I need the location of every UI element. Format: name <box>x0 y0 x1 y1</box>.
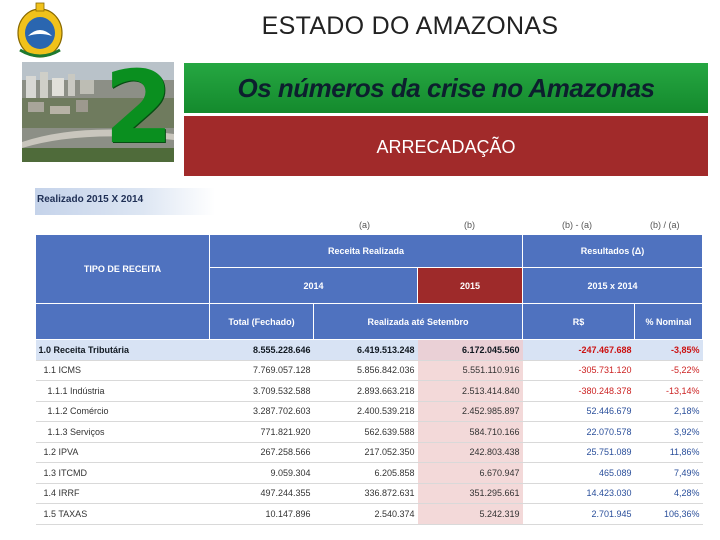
row-label: 1.1.2 Comércio <box>35 401 210 422</box>
cell-pct: 106,36% <box>634 503 703 525</box>
cell-total: 3.709.532.588 <box>209 380 314 402</box>
cell-rs: 465.089 <box>522 462 635 484</box>
cell-rs: -305.731.120 <box>522 360 635 381</box>
cell-2015: 5.242.319 <box>417 503 523 525</box>
cell-pct: 4,28% <box>634 483 703 504</box>
table-row: 1.2 IPVA 267.258.566 217.052.350 242.803… <box>35 442 703 463</box>
cell-2014: 562.639.588 <box>313 421 418 443</box>
headline-text: Os números da crise no Amazonas <box>237 72 655 103</box>
column-references: (a) (b) (b) - (a) (b) / (a) <box>0 220 720 234</box>
revenue-table: TIPO DE RECEITA Receita Realizada Result… <box>35 234 704 525</box>
cell-2014: 6.419.513.248 <box>313 339 418 361</box>
table-row: 1.3 ITCMD 9.059.304 6.205.858 6.670.947 … <box>35 462 703 484</box>
header-resultados: Resultados (Δ) <box>522 234 704 268</box>
col-ref-a: (a) <box>359 220 370 230</box>
cell-total: 10.147.896 <box>209 503 314 525</box>
row-label: 1.0 Receita Tributária <box>35 339 210 361</box>
table-row: 1.5 TAXAS 10.147.896 2.540.374 5.242.319… <box>35 503 703 525</box>
row-label: 1.4 IRRF <box>35 483 210 504</box>
col-ref-ratio: (b) / (a) <box>650 220 680 230</box>
header-pct-nominal: % Nominal <box>634 303 704 340</box>
header-comparison: 2015 x 2014 <box>522 267 704 304</box>
cell-2015: 584.710.166 <box>417 421 523 443</box>
slide-number: 2 <box>104 49 174 166</box>
table-row: 1.0 Receita Tributária 8.555.228.646 6.4… <box>35 339 703 361</box>
col-ref-diff: (b) - (a) <box>562 220 592 230</box>
cell-2015: 6.670.947 <box>417 462 523 484</box>
cell-total: 7.769.057.128 <box>209 360 314 381</box>
city-aerial-photo <box>22 62 174 162</box>
cell-2014: 336.872.631 <box>313 483 418 504</box>
cell-total: 8.555.228.646 <box>209 339 314 361</box>
header-rs: R$ <box>522 303 636 340</box>
cell-2015: 242.803.438 <box>417 442 523 463</box>
row-label: 1.5 TAXAS <box>35 503 210 525</box>
col-ref-b: (b) <box>464 220 475 230</box>
cell-rs: -380.248.378 <box>522 380 635 402</box>
cell-pct: -3,85% <box>634 339 703 361</box>
table-row: 1.1 ICMS 7.769.057.128 5.856.842.036 5.5… <box>35 360 703 381</box>
cell-2015: 351.295.661 <box>417 483 523 504</box>
table-subtitle: Realizado 2015 X 2014 <box>35 188 215 215</box>
header-realizada-setembro: Realizada até Setembro <box>312 303 524 340</box>
section-banner: ARRECADAÇÃO <box>184 116 708 176</box>
row-label: 1.1 ICMS <box>35 360 210 381</box>
cell-total: 497.244.355 <box>209 483 314 504</box>
header-year-2014: 2014 <box>209 267 418 304</box>
cell-pct: -5,22% <box>634 360 703 381</box>
header-year-2015: 2015 <box>416 267 524 304</box>
cell-rs: 14.423.030 <box>522 483 635 504</box>
header-receita-realizada: Receita Realizada <box>208 234 524 268</box>
cell-pct: 7,49% <box>634 462 703 484</box>
table-row: 1.4 IRRF 497.244.355 336.872.631 351.295… <box>35 483 703 504</box>
headline-banner: Os números da crise no Amazonas <box>184 63 708 113</box>
table-row: 1.1.2 Comércio 3.287.702.603 2.400.539.2… <box>35 401 703 422</box>
cell-2014: 2.540.374 <box>313 503 418 525</box>
cell-pct: 11,86% <box>634 442 703 463</box>
section-title: ARRECADAÇÃO <box>376 136 516 157</box>
cell-2015: 2.452.985.897 <box>417 401 523 422</box>
cell-total: 9.059.304 <box>209 462 314 484</box>
cell-2014: 217.052.350 <box>313 442 418 463</box>
header-tipo-receita: TIPO DE RECEITA <box>35 234 210 304</box>
page-title: ESTADO DO AMAZONAS <box>261 12 559 40</box>
cell-2014: 5.856.842.036 <box>313 360 418 381</box>
cell-pct: 2,18% <box>634 401 703 422</box>
row-label: 1.3 ITCMD <box>35 462 210 484</box>
cell-rs: 22.070.578 <box>522 421 635 443</box>
cell-rs: 25.751.089 <box>522 442 635 463</box>
header-blank <box>35 303 210 340</box>
cell-total: 3.287.702.603 <box>209 401 314 422</box>
cell-total: 771.821.920 <box>209 421 314 443</box>
table-row: 1.1.1 Indústria 3.709.532.588 2.893.663.… <box>35 380 703 402</box>
table-row: 1.1.3 Serviços 771.821.920 562.639.588 5… <box>35 421 703 443</box>
cell-pct: -13,14% <box>634 380 703 402</box>
cell-rs: -247.467.688 <box>522 339 635 361</box>
cell-2014: 2.893.663.218 <box>313 380 418 402</box>
cell-total: 267.258.566 <box>209 442 314 463</box>
cell-2015: 2.513.414.840 <box>417 380 523 402</box>
row-label: 1.1.3 Serviços <box>35 421 210 443</box>
cell-rs: 52.446.679 <box>522 401 635 422</box>
row-label: 1.2 IPVA <box>35 442 210 463</box>
header-total-fechado: Total (Fechado) <box>209 303 314 340</box>
cell-2014: 2.400.539.218 <box>313 401 418 422</box>
cell-pct: 3,92% <box>634 421 703 443</box>
row-label: 1.1.1 Indústria <box>35 380 210 402</box>
cell-rs: 2.701.945 <box>522 503 635 525</box>
state-coat-of-arms-icon <box>17 2 63 58</box>
cell-2015: 5.551.110.916 <box>417 360 523 381</box>
cell-2015: 6.172.045.560 <box>417 339 523 361</box>
cell-2014: 6.205.858 <box>313 462 418 484</box>
